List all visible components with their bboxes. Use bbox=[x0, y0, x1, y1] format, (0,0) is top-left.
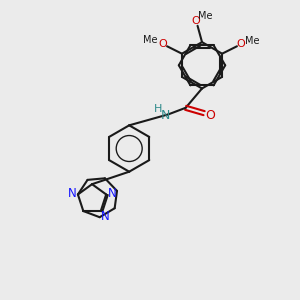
Text: Me: Me bbox=[198, 11, 212, 21]
Text: O: O bbox=[158, 39, 167, 49]
Text: N: N bbox=[108, 187, 116, 200]
Text: O: O bbox=[206, 109, 216, 122]
Text: O: O bbox=[191, 16, 200, 26]
Text: Me: Me bbox=[245, 36, 260, 46]
Text: O: O bbox=[236, 39, 245, 49]
Text: N: N bbox=[101, 210, 110, 223]
Text: H: H bbox=[154, 104, 163, 114]
Text: N: N bbox=[68, 187, 76, 200]
Text: Me: Me bbox=[142, 35, 157, 45]
Text: N: N bbox=[161, 109, 170, 122]
